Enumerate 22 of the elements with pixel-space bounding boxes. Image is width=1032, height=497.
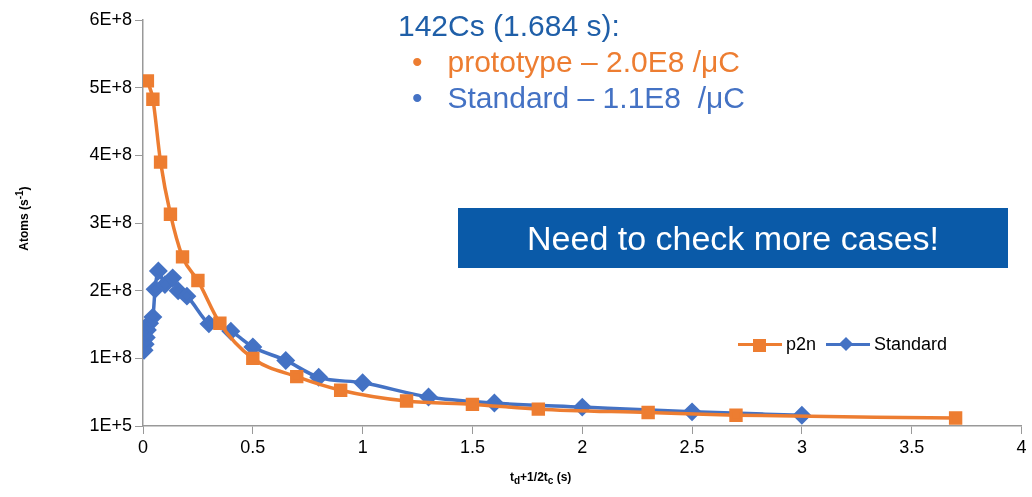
legend-label: p2n	[786, 334, 817, 355]
x-tick-label: 1	[357, 436, 368, 457]
annotation: 142Cs (1.684 s):	[397, 8, 621, 44]
y-tick-label: 1E+8	[89, 347, 132, 368]
x-tick-label: 2	[577, 436, 588, 457]
x-tick-label: 0.5	[240, 436, 266, 457]
y-tick-label: 1E+5	[89, 414, 132, 435]
x-axis-title: t$_{d}$+1/2t$_{c}$ (s)	[510, 470, 572, 487]
y-tick-label: 2E+8	[89, 279, 132, 300]
y-tick-label: 5E+8	[89, 76, 132, 97]
x-tick-label: 1.5	[459, 436, 485, 457]
y-tick-label: 4E+8	[89, 144, 132, 165]
x-tick-label: 4	[1016, 436, 1027, 457]
x-tick-label: 3	[796, 436, 807, 457]
x-tick-label: 2.5	[679, 436, 705, 457]
x-tick-label: 0	[137, 436, 149, 457]
legend-label: Standard	[874, 334, 948, 355]
annotation: • prototype – 2.0E8 /μC	[411, 44, 741, 80]
annotation: • Standard – 1.1E8 /μC	[411, 80, 745, 116]
x-tick-label: 3.5	[899, 436, 925, 457]
y-tick-label: 3E+8	[89, 212, 132, 232]
y-tick-label: 6E+8	[89, 8, 132, 29]
